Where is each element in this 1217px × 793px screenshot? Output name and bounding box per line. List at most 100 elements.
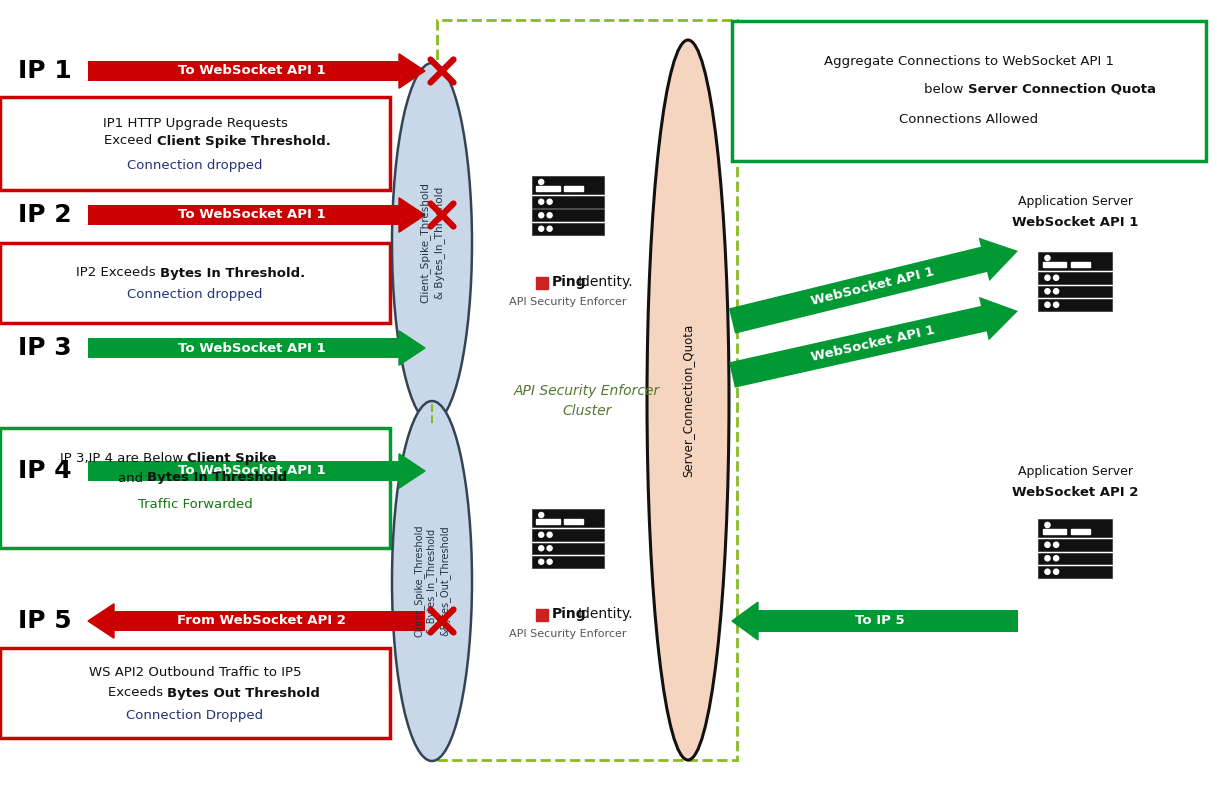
Text: Bytes In Threshold.: Bytes In Threshold. (159, 266, 305, 279)
Circle shape (1045, 556, 1050, 561)
Circle shape (539, 532, 544, 538)
Bar (88, 338, 399, 358)
Text: IP 2: IP 2 (18, 203, 72, 227)
Text: To WebSocket API 1: To WebSocket API 1 (178, 465, 325, 477)
Bar (532, 556, 604, 568)
Text: IP 5: IP 5 (18, 609, 72, 633)
Text: IP 4: IP 4 (18, 459, 72, 483)
Text: IP 1: IP 1 (18, 59, 72, 83)
Text: Exceed: Exceed (105, 135, 157, 147)
Bar (532, 223, 604, 235)
Text: To WebSocket API 1: To WebSocket API 1 (178, 209, 325, 221)
Text: API Security Enforcer: API Security Enforcer (509, 297, 627, 307)
Text: IP 3,IP 4 are Below: IP 3,IP 4 are Below (60, 451, 187, 465)
Text: Aggregate Connections to WebSocket API 1: Aggregate Connections to WebSocket API 1 (824, 55, 1114, 67)
Circle shape (539, 199, 544, 205)
FancyBboxPatch shape (0, 648, 389, 738)
Bar (1038, 272, 1111, 284)
Text: Connection dropped: Connection dropped (128, 289, 263, 301)
Bar (88, 205, 399, 225)
Text: WebSocket API 1: WebSocket API 1 (809, 266, 936, 308)
Bar (758, 610, 1017, 632)
Bar (535, 609, 548, 621)
Text: Application Server: Application Server (1017, 465, 1133, 477)
Text: IP1 HTTP Upgrade Requests: IP1 HTTP Upgrade Requests (102, 117, 287, 129)
Circle shape (1045, 542, 1050, 547)
Bar (1038, 566, 1111, 577)
FancyBboxPatch shape (0, 243, 389, 323)
Bar (535, 278, 548, 289)
Bar (1038, 285, 1111, 297)
Polygon shape (399, 331, 425, 366)
Polygon shape (731, 602, 758, 640)
FancyBboxPatch shape (0, 97, 389, 190)
Text: WebSocket API 2: WebSocket API 2 (1011, 486, 1138, 500)
Circle shape (1054, 275, 1059, 281)
Bar (1038, 539, 1111, 550)
Bar (563, 519, 583, 524)
Text: Connection Dropped: Connection Dropped (127, 708, 264, 722)
Bar (1043, 529, 1066, 534)
Bar (532, 196, 604, 208)
Text: Identity.: Identity. (578, 607, 633, 621)
Circle shape (548, 559, 553, 565)
Circle shape (539, 559, 544, 565)
Text: Exceeds: Exceeds (107, 687, 167, 699)
Text: Server Connection Quota: Server Connection Quota (968, 82, 1156, 95)
Text: Bytes Out Threshold: Bytes Out Threshold (167, 687, 320, 699)
Text: WS API2 Outbound Traffic to IP5: WS API2 Outbound Traffic to IP5 (89, 666, 302, 680)
Bar (1043, 262, 1066, 267)
Bar (114, 611, 425, 631)
Circle shape (1054, 542, 1059, 547)
FancyBboxPatch shape (731, 21, 1206, 161)
Bar (1038, 251, 1111, 270)
Circle shape (1045, 523, 1050, 527)
Text: Ping: Ping (551, 607, 585, 621)
Circle shape (1054, 289, 1059, 294)
Circle shape (1045, 289, 1050, 294)
Polygon shape (729, 238, 1017, 334)
Polygon shape (399, 54, 425, 88)
Text: API Security Enforcer: API Security Enforcer (509, 629, 627, 639)
Bar (88, 61, 399, 81)
Bar (1038, 553, 1111, 564)
Circle shape (539, 546, 544, 551)
Text: Traffic Forwarded: Traffic Forwarded (138, 497, 252, 511)
Text: IP 3: IP 3 (18, 336, 72, 360)
Bar (88, 461, 399, 481)
Circle shape (1045, 569, 1050, 574)
Circle shape (1045, 302, 1050, 308)
Circle shape (1054, 556, 1059, 561)
Text: Bytes In Threshold: Bytes In Threshold (147, 472, 287, 485)
Text: IP2 Exceeds: IP2 Exceeds (77, 266, 159, 279)
Polygon shape (399, 197, 425, 232)
Ellipse shape (392, 401, 472, 761)
Text: To WebSocket API 1: To WebSocket API 1 (178, 64, 325, 78)
Bar (532, 508, 604, 527)
Ellipse shape (647, 40, 729, 760)
Bar (532, 529, 604, 541)
Text: Client_Spike_Threshold
& Bytes_In_Threshold
&Bytes_Out_Threshold: Client_Spike_Threshold & Bytes_In_Thresh… (414, 525, 450, 638)
Text: Connections Allowed: Connections Allowed (899, 113, 1038, 125)
Text: Ping: Ping (551, 275, 585, 289)
Text: Application Server: Application Server (1017, 194, 1133, 208)
Text: and: and (118, 472, 147, 485)
Ellipse shape (392, 63, 472, 423)
FancyBboxPatch shape (0, 428, 389, 548)
Circle shape (1054, 302, 1059, 308)
Circle shape (1045, 275, 1050, 281)
Text: To IP 5: To IP 5 (856, 615, 904, 627)
Bar (532, 175, 604, 194)
Text: Client_Spike_Threshold
& Bytes_In_Threshold: Client_Spike_Threshold & Bytes_In_Thresh… (420, 182, 444, 304)
Bar (532, 542, 604, 554)
Circle shape (539, 226, 544, 232)
Circle shape (1054, 569, 1059, 574)
Bar (1071, 529, 1090, 534)
Polygon shape (399, 454, 425, 488)
Circle shape (539, 512, 544, 518)
Text: To WebSocket API 1: To WebSocket API 1 (178, 342, 325, 354)
Text: below: below (924, 82, 968, 95)
Bar (537, 186, 560, 191)
Bar (1038, 519, 1111, 537)
Text: Client Spike: Client Spike (187, 451, 276, 465)
